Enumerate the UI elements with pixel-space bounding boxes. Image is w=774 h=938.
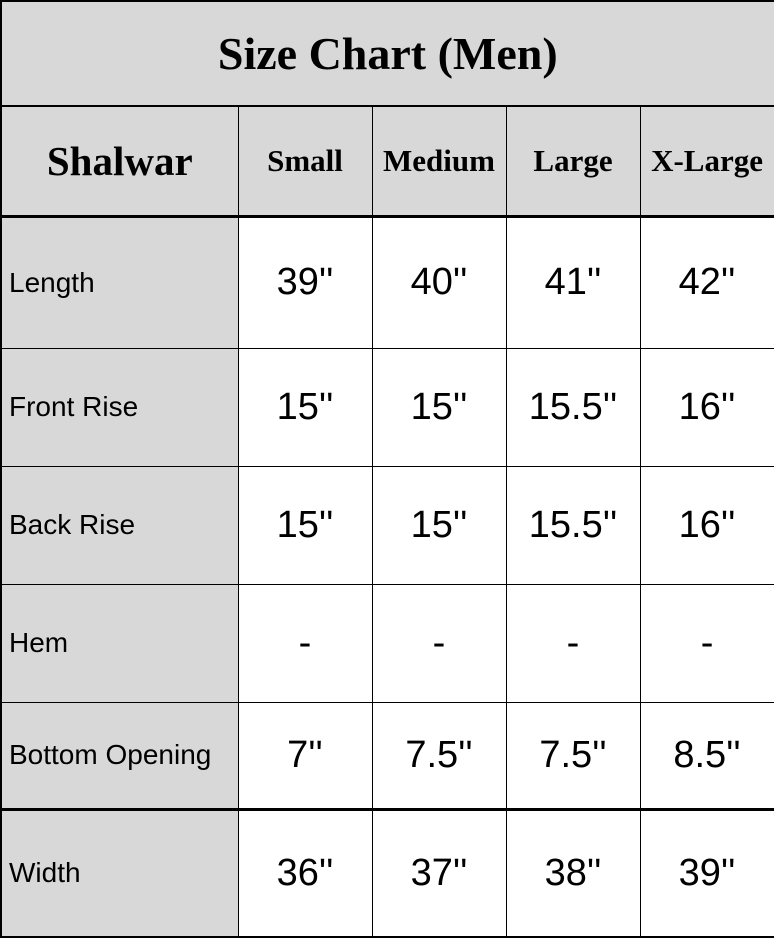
- size-value: 37'': [371, 807, 507, 938]
- size-value: 15.5'': [505, 347, 641, 467]
- size-value: 7.5'': [505, 701, 641, 810]
- corner-header-shalwar: Shalwar: [0, 105, 239, 218]
- size-value: 16'': [639, 347, 774, 467]
- table-row: Width 36'' 37'' 38'' 39'': [0, 807, 774, 938]
- size-value: 39'': [237, 215, 373, 349]
- row-label: Back Rise: [0, 465, 239, 585]
- column-header-x-large: X-Large: [639, 105, 774, 218]
- table-row: Back Rise 15'' 15'' 15.5'' 16'': [0, 465, 774, 585]
- size-value: -: [371, 583, 507, 703]
- column-header-medium: Medium: [371, 105, 507, 218]
- size-value: 41'': [505, 215, 641, 349]
- row-label: Hem: [0, 583, 239, 703]
- row-label: Length: [0, 215, 239, 349]
- size-value: 40'': [371, 215, 507, 349]
- size-value: 7.5'': [371, 701, 507, 810]
- size-value: 15'': [237, 465, 373, 585]
- size-value: 39'': [639, 807, 774, 938]
- size-value: 15'': [237, 347, 373, 467]
- table-row: Front Rise 15'' 15'' 15.5'' 16'': [0, 347, 774, 467]
- size-value: 38'': [505, 807, 641, 938]
- size-value: 16'': [639, 465, 774, 585]
- table-row: Length 39'' 40'' 41'' 42'': [0, 215, 774, 349]
- size-value: 15.5'': [505, 465, 641, 585]
- size-value: -: [639, 583, 774, 703]
- header-row: Shalwar Small Medium Large X-Large: [0, 105, 774, 218]
- title-row: Size Chart (Men): [0, 0, 774, 107]
- size-value: -: [505, 583, 641, 703]
- chart-title: Size Chart (Men): [0, 0, 774, 107]
- size-value: 15'': [371, 347, 507, 467]
- row-label: Bottom Opening: [0, 701, 239, 810]
- size-value: 42'': [639, 215, 774, 349]
- size-value: 7'': [237, 701, 373, 810]
- table-row: Bottom Opening 7'' 7.5'' 7.5'' 8.5'': [0, 701, 774, 810]
- row-label: Width: [0, 807, 239, 938]
- column-header-small: Small: [237, 105, 373, 218]
- column-header-large: Large: [505, 105, 641, 218]
- row-label: Front Rise: [0, 347, 239, 467]
- size-value: 15'': [371, 465, 507, 585]
- table-row: Hem - - - -: [0, 583, 774, 703]
- size-value: -: [237, 583, 373, 703]
- size-value: 8.5'': [639, 701, 774, 810]
- size-value: 36'': [237, 807, 373, 938]
